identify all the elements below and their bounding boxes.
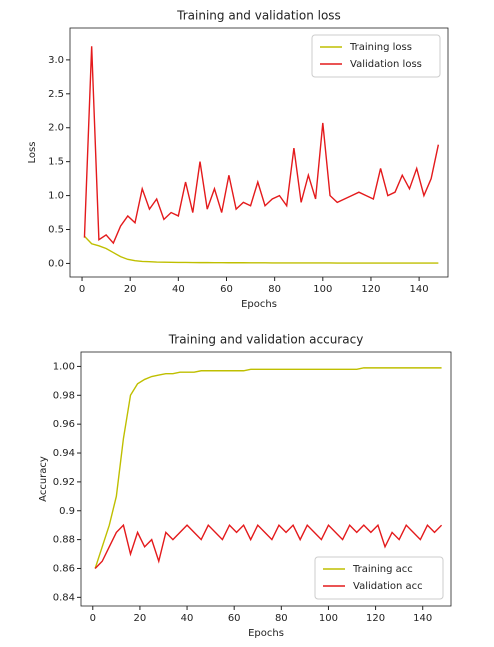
legend-label: Validation acc <box>353 581 423 592</box>
x-tick-label: 60 <box>220 284 233 295</box>
y-tick-label: 1.0 <box>48 191 64 202</box>
legend-box <box>314 556 444 600</box>
x-tick-label: 100 <box>319 613 338 624</box>
legend-label: Training loss <box>349 42 412 53</box>
y-tick-label: 0.96 <box>53 419 75 430</box>
y-tick-label: 0.88 <box>53 535 75 546</box>
legend-label: Training acc <box>352 564 413 575</box>
x-tick-label: 40 <box>172 284 185 295</box>
plot-frame <box>80 351 452 607</box>
chart-title: Training and validation accuracy <box>168 333 364 347</box>
y-tick-label: 0.9 <box>59 506 75 517</box>
series-line <box>83 46 440 245</box>
y-tick-label: 0.92 <box>53 477 75 488</box>
y-tick-label: 3.0 <box>48 55 64 66</box>
y-axis-label: Loss <box>27 142 38 164</box>
y-tick-label: 2.5 <box>48 89 64 100</box>
x-axis-label: Epochs <box>241 299 277 310</box>
legend-box <box>311 34 441 78</box>
x-tick-label: 80 <box>275 613 288 624</box>
y-tick-label: 1.5 <box>48 157 64 168</box>
y-tick-label: 0.5 <box>48 225 64 236</box>
y-tick-label: 0.0 <box>48 258 64 269</box>
x-tick-label: 0 <box>90 613 96 624</box>
series-line <box>94 523 443 569</box>
x-tick-label: 20 <box>124 284 137 295</box>
x-tick-label: 40 <box>181 613 194 624</box>
x-tick-label: 80 <box>268 284 281 295</box>
y-tick-label: 1.00 <box>53 361 75 372</box>
x-tick-label: 120 <box>366 613 385 624</box>
series-line <box>94 367 442 569</box>
y-tick-label: 0.98 <box>53 390 75 401</box>
x-axis-label: Epochs <box>248 628 284 639</box>
y-tick-label: 0.94 <box>53 448 75 459</box>
x-tick-label: 120 <box>361 284 380 295</box>
chart-title: Training and validation loss <box>176 9 341 23</box>
x-tick-label: 60 <box>228 613 241 624</box>
x-tick-label: 140 <box>413 613 432 624</box>
series-line <box>83 235 439 264</box>
x-tick-label: 20 <box>134 613 147 624</box>
y-tick-label: 0.84 <box>53 592 75 603</box>
y-tick-label: 0.86 <box>53 563 75 574</box>
x-tick-label: 140 <box>410 284 429 295</box>
y-axis-label: Accuracy <box>38 456 49 502</box>
x-tick-label: 100 <box>313 284 332 295</box>
y-tick-label: 2.0 <box>48 123 64 134</box>
x-tick-label: 0 <box>79 284 85 295</box>
plot-frame <box>69 27 449 278</box>
legend-label: Validation loss <box>350 59 422 70</box>
